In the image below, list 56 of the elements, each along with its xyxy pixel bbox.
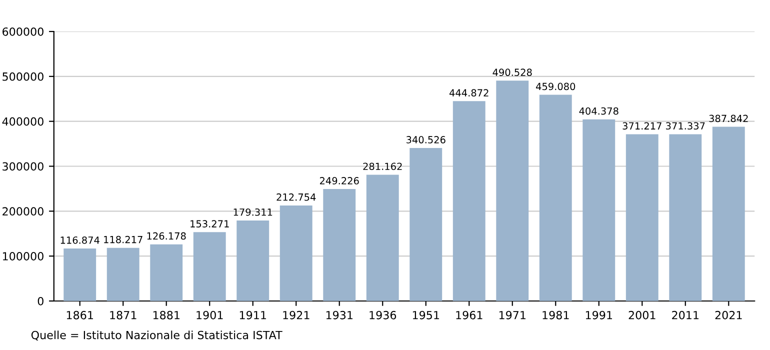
bar xyxy=(193,232,226,301)
data-label: 371.217 xyxy=(622,122,662,130)
data-label: 444.872 xyxy=(450,89,488,97)
data-label: 459.080 xyxy=(536,82,576,90)
y-tick-label: 200000 xyxy=(2,207,44,216)
bar xyxy=(150,244,183,301)
x-tick-label: 1911 xyxy=(240,310,266,320)
bar xyxy=(496,80,529,301)
x-tick-label: 1981 xyxy=(542,310,569,320)
x-tick-label: 1881 xyxy=(153,310,180,320)
x-tick-label: 1861 xyxy=(66,310,93,320)
data-label: 179.311 xyxy=(234,208,272,216)
bar xyxy=(323,189,356,301)
y-tick-label: 100000 xyxy=(2,252,44,260)
y-tick-label: 600000 xyxy=(2,27,44,36)
bar xyxy=(669,134,702,301)
data-label: 126.178 xyxy=(147,232,186,240)
bar xyxy=(64,248,96,301)
bar xyxy=(712,126,745,301)
x-tick-label: 1921 xyxy=(283,310,310,320)
x-tick-label: 1961 xyxy=(456,310,482,320)
x-tick-label: 2001 xyxy=(628,310,656,320)
x-tick-label: 1901 xyxy=(196,310,223,320)
data-label: 118.217 xyxy=(104,236,142,244)
data-label: 387.842 xyxy=(709,114,748,122)
x-tick-label: 1971 xyxy=(499,310,526,320)
y-tick-label: 400000 xyxy=(2,117,44,126)
y-tick-label: 0 xyxy=(38,296,44,306)
bar xyxy=(236,220,270,301)
data-label: 371.337 xyxy=(666,122,705,130)
data-label: 212.754 xyxy=(276,193,316,201)
x-tick-label: 1931 xyxy=(326,310,352,320)
data-label: 116.874 xyxy=(60,236,100,244)
data-label: 340.526 xyxy=(406,136,446,144)
x-tick-label: 1991 xyxy=(586,310,612,320)
data-label: 281.162 xyxy=(363,162,402,170)
bar xyxy=(452,101,486,301)
data-label: 153.271 xyxy=(190,220,229,228)
x-tick-label: 1871 xyxy=(110,310,136,320)
data-label: 404.378 xyxy=(579,107,618,115)
bar xyxy=(539,94,572,301)
y-tick-label: 500000 xyxy=(2,72,44,81)
bar xyxy=(366,174,399,301)
data-label: 490.528 xyxy=(492,68,532,76)
source-note: Quelle = Istituto Nazionale di Statistica ISTAT xyxy=(31,330,282,340)
x-tick-label: 1951 xyxy=(412,310,439,320)
x-tick-label: 2021 xyxy=(715,310,742,320)
bar xyxy=(626,134,658,301)
bar xyxy=(280,205,312,301)
bar xyxy=(582,119,616,301)
data-label: 249.226 xyxy=(320,177,359,184)
bar xyxy=(410,148,442,301)
bar xyxy=(106,248,140,301)
x-tick-label: 2011 xyxy=(672,310,699,320)
y-tick-label: 300000 xyxy=(2,162,44,171)
x-tick-label: 1936 xyxy=(370,310,396,320)
